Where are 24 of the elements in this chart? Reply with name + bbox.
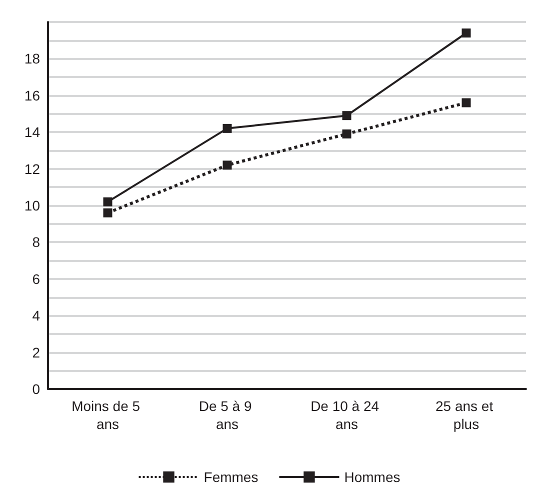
y-tick-label: 4	[32, 308, 40, 324]
y-tick-label: 8	[32, 234, 40, 250]
point	[342, 129, 352, 138]
x-tick-label: 25 ans et plus	[436, 398, 497, 432]
x-tick-label: De 10 à 24 ans	[310, 398, 383, 432]
legend-label: Hommes	[344, 469, 400, 485]
point	[342, 111, 352, 120]
point	[103, 197, 112, 206]
y-tick-label: 6	[32, 270, 40, 287]
y-tick-label: 14	[24, 124, 40, 140]
y-tick-label: 10	[24, 198, 40, 214]
x-tick-label: De 5 à 9 ans	[198, 398, 256, 432]
point	[222, 160, 232, 170]
point	[462, 98, 471, 108]
y-tick-label: 18	[24, 50, 40, 67]
y-tick-label: 0	[32, 381, 40, 397]
x-tick-label: Moins de 5 ans	[72, 398, 144, 432]
legend-label: Femmes	[204, 469, 258, 485]
point	[222, 124, 232, 133]
y-tick-label: 12	[24, 160, 40, 177]
y-tick-label: 16	[24, 87, 40, 104]
y-tick-label: 2	[32, 344, 40, 360]
point	[103, 208, 112, 218]
point	[462, 28, 471, 38]
